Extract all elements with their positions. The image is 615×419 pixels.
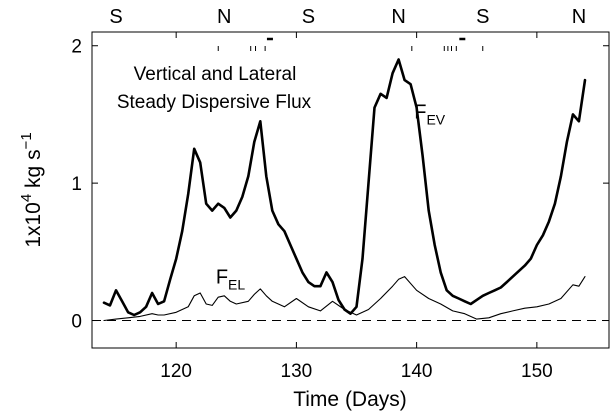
series-labels: FEV FEL (216, 102, 446, 293)
y-tick-label: 0 (71, 312, 82, 333)
y-axis-label-exp: 4 (18, 194, 35, 202)
series-line-f-el (103, 276, 586, 322)
chart-title-line-2: Steady Dispersive Flux (117, 92, 312, 113)
x-tick-label: 130 (281, 361, 313, 382)
tide-label: N (217, 6, 231, 28)
series-label-f-el: FEL (216, 266, 246, 292)
tide-label: S (109, 6, 122, 28)
x-axis-ticks: 120 130 140 150 (160, 32, 553, 382)
svg-text:1x104 kg s−1: 1x104 kg s−1 (18, 132, 45, 247)
series-lines (102, 58, 587, 322)
x-axis-label: Time (Days) (293, 388, 407, 411)
tide-label: N (572, 6, 586, 28)
y-axis-label-base: 1x10 (22, 202, 45, 248)
plot-frame (91, 31, 610, 349)
x-tick-label: 120 (160, 361, 192, 382)
chart-title-line-1: Vertical and Lateral (134, 64, 297, 85)
y-axis-label: 1x104 kg s−1 (18, 132, 45, 247)
x-tick-label: 150 (521, 361, 553, 382)
tide-label: S (302, 6, 315, 28)
series-label-f-ev: FEV (414, 102, 446, 128)
y-axis-label-unit: kg s (22, 149, 45, 193)
event-markers (217, 37, 484, 51)
y-axis-ticks: 0 1 2 (71, 37, 609, 333)
y-tick-label: 1 (71, 174, 82, 195)
y-tick-label: 2 (71, 37, 82, 58)
x-tick-label: 140 (401, 361, 433, 382)
tide-label: S (476, 6, 489, 28)
y-axis-label-unit-exp: −1 (18, 132, 35, 149)
tide-label: N (391, 6, 405, 28)
